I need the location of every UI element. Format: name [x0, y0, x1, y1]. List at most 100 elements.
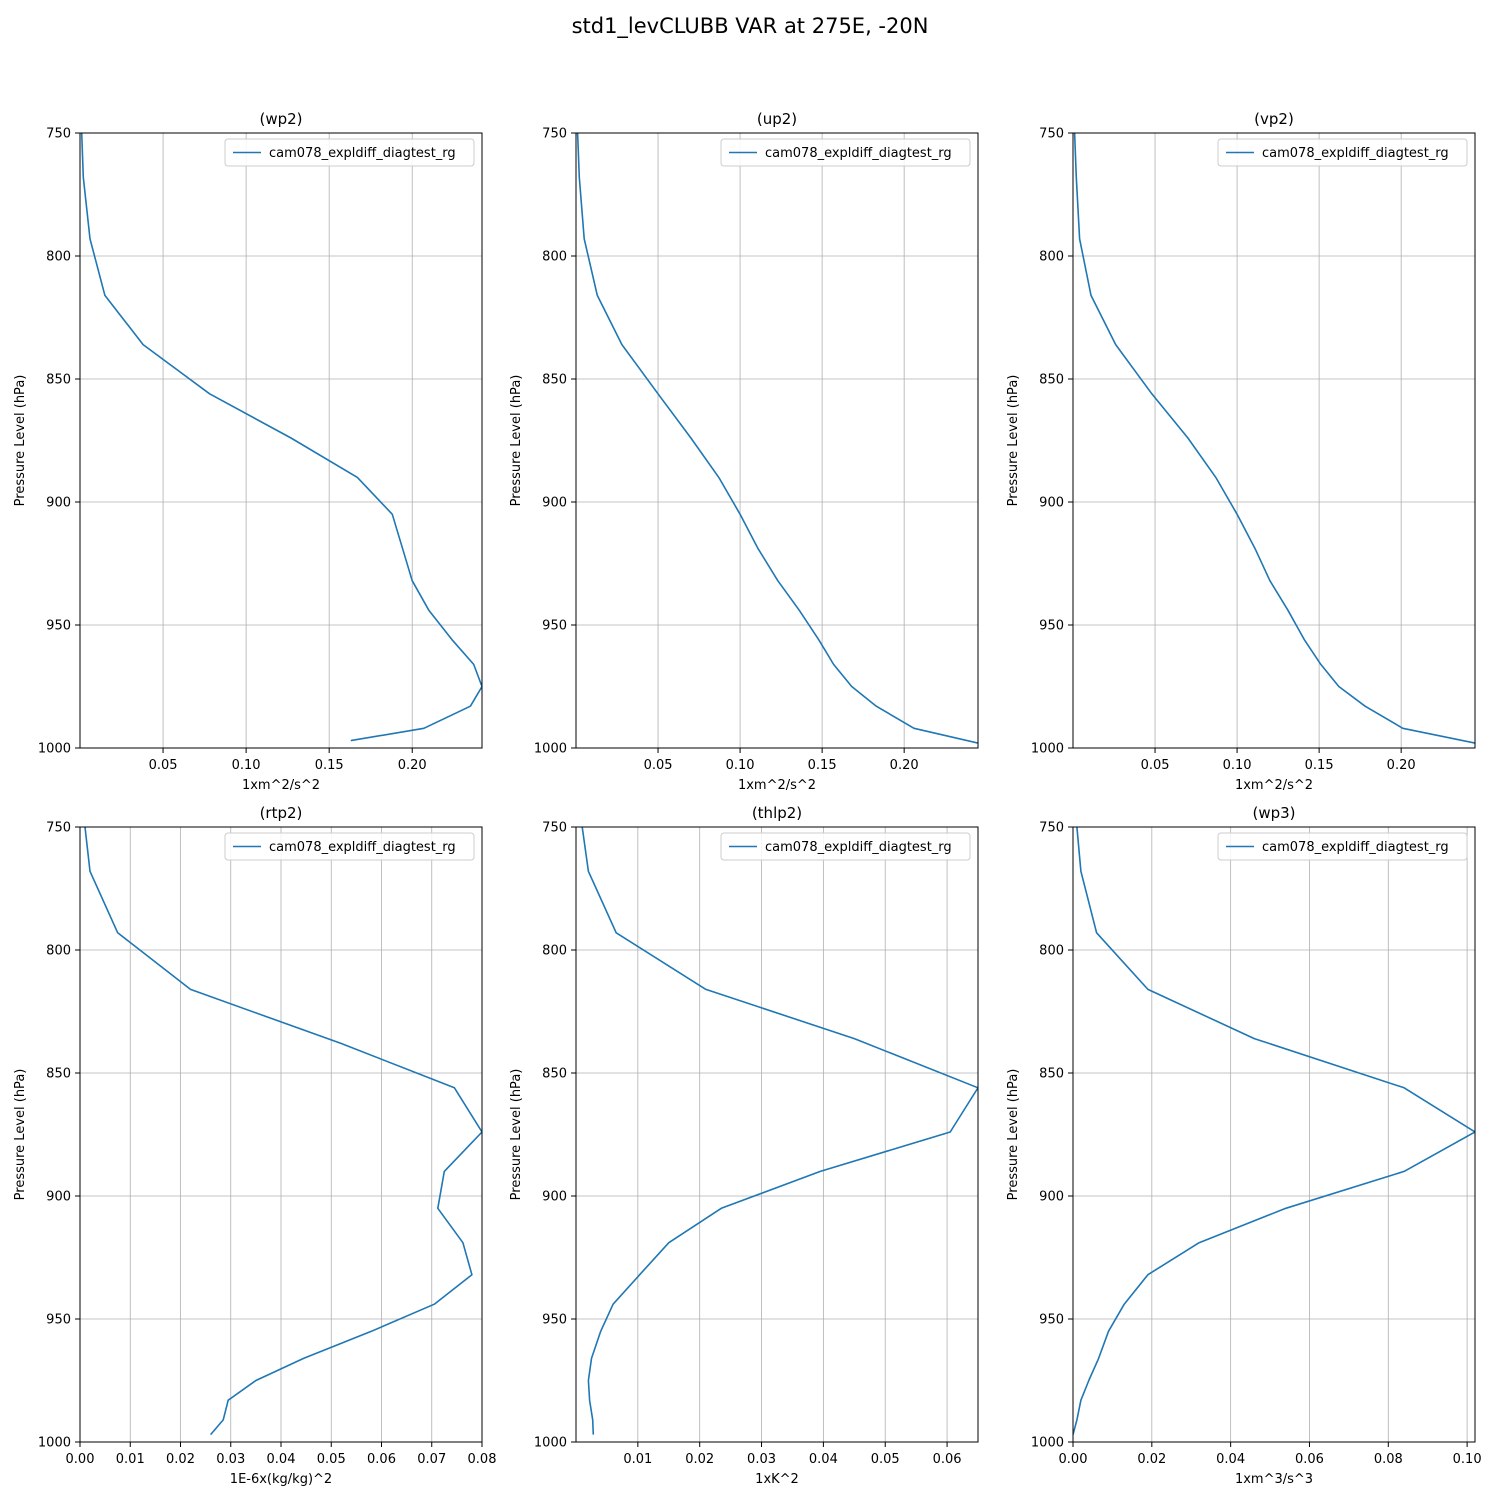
x-tick-label: 0.02	[1137, 1452, 1166, 1467]
y-tick-label: 800	[542, 250, 567, 265]
subplot-title: (wp2)	[259, 110, 302, 128]
y-tick-label: 950	[1039, 619, 1064, 634]
x-tick-label: 0.20	[890, 758, 919, 773]
y-tick-label: 900	[542, 1190, 567, 1205]
subplot-title: (vp2)	[1254, 110, 1294, 128]
legend-label: cam078_expldiff_diagtest_rg	[765, 146, 952, 161]
y-tick-label: 950	[46, 1313, 71, 1328]
y-tick-label: 900	[46, 496, 71, 511]
y-tick-label: 950	[46, 619, 71, 634]
x-axis-label: 1E-6x(kg/kg)^2	[230, 1472, 332, 1487]
x-tick-label: 0.02	[166, 1452, 195, 1467]
legend-box	[1217, 138, 1468, 167]
y-tick-label: 750	[542, 127, 567, 142]
x-tick-label: 0.08	[1374, 1452, 1403, 1467]
x-tick-label: 0.15	[315, 758, 344, 773]
y-axis-label: Pressure Level (hPa)	[13, 1069, 28, 1201]
legend-box	[224, 832, 475, 861]
y-tick-label: 800	[46, 944, 71, 959]
axes-frame	[575, 826, 979, 1443]
x-tick-label: 0.04	[267, 1452, 296, 1467]
series-line	[1073, 133, 1475, 744]
y-tick-label: 950	[542, 619, 567, 634]
y-tick-label: 1000	[534, 742, 567, 757]
x-tick-label: 0.02	[685, 1452, 714, 1467]
x-axis-label: 1xm^2/s^2	[1235, 778, 1313, 793]
subplot-vp2: 0.05 0.10 0.15 0.20 750 800 850 900 950 1000 (vp2)…	[1006, 110, 1476, 793]
y-axis-label: Pressure Level (hPa)	[509, 375, 524, 507]
x-tick-label: 0.06	[367, 1452, 396, 1467]
x-tick-label: 0.01	[623, 1452, 652, 1467]
y-tick-label: 800	[1039, 944, 1064, 959]
y-axis-label: Pressure Level (hPa)	[1006, 1069, 1021, 1201]
x-tick-label: 0.05	[871, 1452, 900, 1467]
y-tick-label: 850	[46, 373, 71, 388]
x-tick-label: 0.07	[417, 1452, 446, 1467]
y-tick-label: 750	[542, 821, 567, 836]
x-tick-label: 0.03	[216, 1452, 245, 1467]
x-axis-label: 1xm^3/s^3	[1235, 1472, 1313, 1487]
x-tick-label: 0.15	[1305, 758, 1334, 773]
legend-label: cam078_expldiff_diagtest_rg	[269, 146, 456, 161]
x-axis-label: 1xm^2/s^2	[738, 778, 816, 793]
x-tick-label: 0.05	[644, 758, 673, 773]
y-tick-label: 750	[1039, 127, 1064, 142]
axes-frame	[79, 132, 483, 749]
x-axis-label: 1xK^2	[755, 1472, 799, 1487]
subplot-title: (rtp2)	[260, 804, 303, 822]
y-tick-label: 850	[1039, 373, 1064, 388]
x-tick-label: 0.05	[149, 758, 178, 773]
x-tick-label: 0.00	[1059, 1452, 1088, 1467]
series-line	[576, 133, 978, 744]
y-tick-label: 1000	[1031, 742, 1064, 757]
x-tick-label: 0.05	[317, 1452, 346, 1467]
subplot-title: (up2)	[757, 110, 797, 128]
y-tick-label: 950	[1039, 1313, 1064, 1328]
y-tick-label: 750	[1039, 821, 1064, 836]
y-tick-label: 900	[1039, 496, 1064, 511]
x-tick-label: 0.08	[468, 1452, 497, 1467]
x-tick-label: 0.20	[398, 758, 427, 773]
legend-box	[720, 138, 971, 167]
y-tick-label: 850	[1039, 1067, 1064, 1082]
x-tick-label: 0.10	[232, 758, 261, 773]
x-tick-label: 0.04	[1216, 1452, 1245, 1467]
series-line	[581, 827, 978, 1435]
x-tick-label: 0.01	[116, 1452, 145, 1467]
x-tick-label: 0.15	[808, 758, 837, 773]
y-tick-label: 800	[46, 250, 71, 265]
x-tick-label: 0.06	[933, 1452, 962, 1467]
x-tick-label: 0.10	[1453, 1452, 1482, 1467]
legend-label: cam078_expldiff_diagtest_rg	[1262, 840, 1449, 855]
x-tick-label: 0.06	[1295, 1452, 1324, 1467]
y-tick-label: 900	[46, 1190, 71, 1205]
subplot-title: (wp3)	[1252, 804, 1295, 822]
y-tick-label: 900	[1039, 1190, 1064, 1205]
x-tick-label: 0.20	[1387, 758, 1416, 773]
legend-label: cam078_expldiff_diagtest_rg	[1262, 146, 1449, 161]
figure-title: std1_levCLUBB VAR at 275E, -20N	[571, 14, 929, 38]
axes-frame	[1072, 826, 1476, 1443]
x-tick-label: 0.03	[747, 1452, 776, 1467]
y-axis-label: Pressure Level (hPa)	[509, 1069, 524, 1201]
legend-box	[224, 138, 475, 167]
legend-box	[1217, 832, 1468, 861]
y-tick-label: 800	[1039, 250, 1064, 265]
y-tick-label: 1000	[1031, 1436, 1064, 1451]
y-tick-label: 1000	[38, 742, 71, 757]
series-line	[80, 133, 482, 742]
x-tick-label: 0.00	[66, 1452, 95, 1467]
series-line	[84, 827, 482, 1436]
subplot-title: (thlp2)	[752, 804, 802, 822]
y-tick-label: 750	[46, 821, 71, 836]
x-tick-label: 0.04	[809, 1452, 838, 1467]
subplot-thlp2: 0.01 0.02 0.03 0.04 0.05 0.06 750 800 850 900 950 1…	[509, 804, 979, 1487]
x-tick-label: 0.05	[1141, 758, 1170, 773]
y-tick-label: 800	[542, 944, 567, 959]
y-tick-label: 950	[542, 1313, 567, 1328]
subplot-wp2: 0.05 0.10 0.15 0.20 750 800 850 900 950 1000 (wp2)…	[13, 110, 483, 793]
y-tick-label: 850	[46, 1067, 71, 1082]
y-axis-label: Pressure Level (hPa)	[13, 375, 28, 507]
legend-label: cam078_expldiff_diagtest_rg	[765, 840, 952, 855]
